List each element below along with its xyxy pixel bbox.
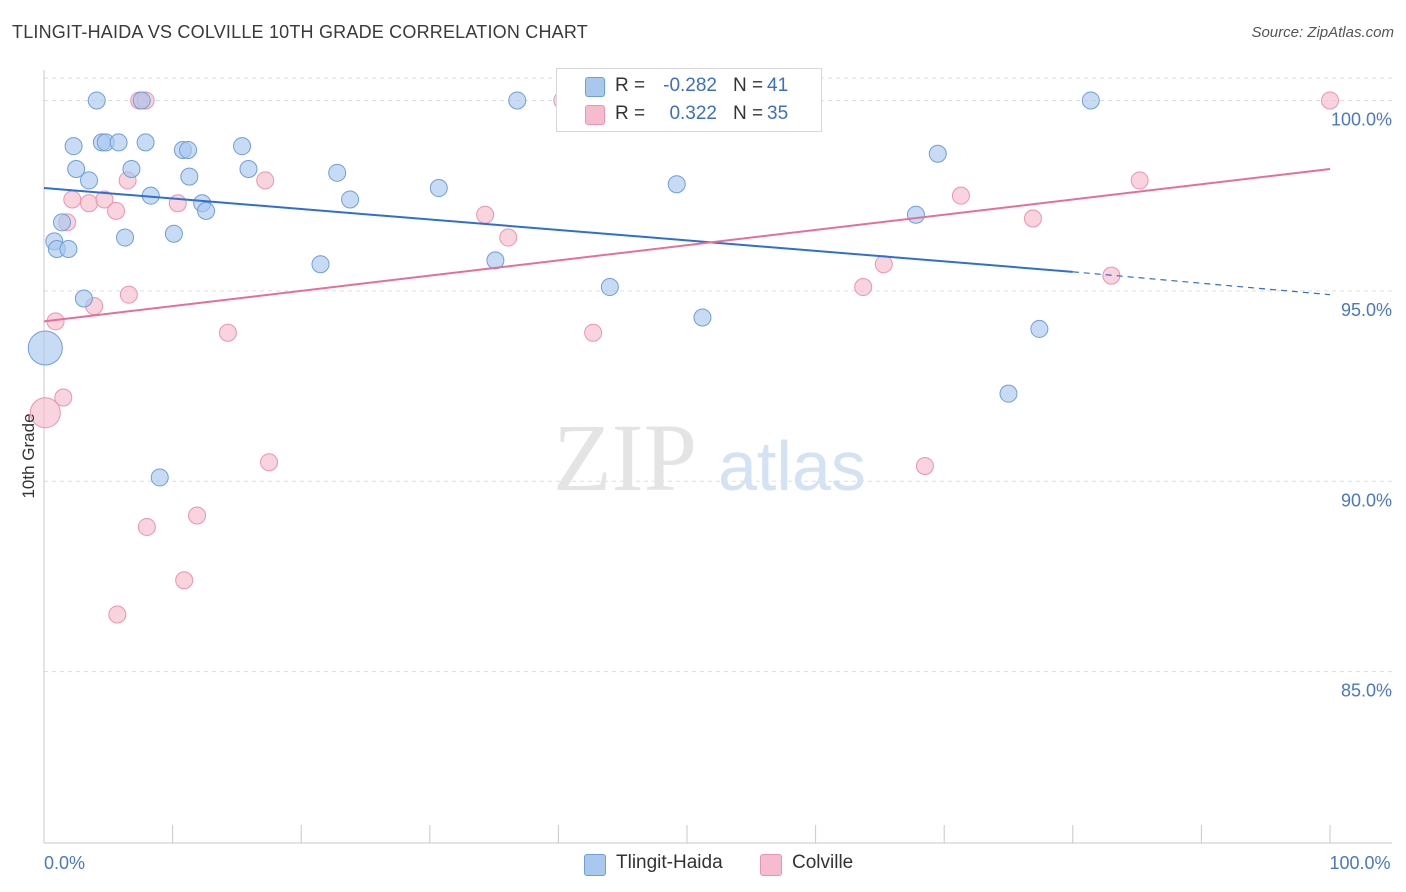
tlingit-haida-point	[64, 137, 83, 156]
tlingit-haida-point	[600, 278, 619, 297]
tlingit-haida-point	[53, 213, 72, 232]
colville-point	[54, 388, 73, 407]
tlingit-haida-point	[999, 384, 1018, 403]
y-tick-label: 95.0%	[1341, 300, 1392, 320]
tlingit-haida-point	[136, 133, 155, 152]
tlingit-haida-point	[233, 137, 252, 156]
tlingit-haida-point	[122, 160, 141, 179]
series-legend: Tlingit-Haida Colville	[0, 852, 1406, 878]
colville-point	[1130, 171, 1149, 190]
chart-title: TLINGIT-HAIDA VS COLVILLE 10TH GRADE COR…	[12, 22, 588, 42]
legend-swatch-tlingit-haida	[584, 854, 606, 876]
colville-point	[119, 285, 138, 304]
colville-point	[256, 171, 275, 190]
tlingit-haida-point	[928, 144, 947, 163]
legend-r-label: R =	[615, 75, 646, 96]
colville-point	[499, 228, 518, 247]
legend-label-tlingit-haida: Tlingit-Haida	[616, 852, 723, 873]
tlingit-haida-point	[311, 255, 330, 274]
legend-r-value: -0.282	[663, 75, 717, 96]
colville-trend-line	[43, 168, 1331, 323]
trend-lines	[43, 168, 1331, 323]
tlingit-haida-point	[116, 228, 135, 247]
legend-r-value: 0.322	[669, 103, 717, 124]
colville-point	[951, 186, 970, 205]
tlingit-haida-point	[179, 140, 198, 159]
tlingit-haida-point	[132, 91, 151, 110]
colville-point	[915, 457, 934, 476]
tlingit-haida-trend-line	[43, 187, 1073, 273]
tlingit-haida-point	[87, 91, 106, 110]
tlingit-haida-point	[67, 160, 86, 179]
y-tick-label: 90.0%	[1341, 490, 1392, 510]
colville-point	[137, 517, 156, 536]
colville-point	[80, 194, 99, 213]
tlingit-haida-point	[27, 330, 63, 366]
tlingit-haida-point	[429, 179, 448, 198]
colville-points	[29, 91, 1339, 624]
colville-point	[1321, 91, 1339, 110]
tlingit-haida-point	[109, 133, 128, 152]
colville-point	[476, 205, 495, 224]
colville-point	[175, 571, 194, 590]
colville-point	[1023, 209, 1042, 228]
legend-swatch-colville	[760, 854, 782, 876]
tlingit-haida-point	[150, 468, 169, 487]
source-label: Source: ZipAtlas.com	[1251, 24, 1394, 41]
x-tick-label: 100.0%	[1329, 853, 1390, 873]
colville-point	[260, 453, 279, 472]
legend-r-label: R =	[615, 103, 646, 124]
colville-point	[29, 397, 61, 429]
colville-point	[854, 278, 873, 297]
colville-point	[107, 201, 126, 220]
tlingit-haida-point	[693, 308, 712, 327]
legend-n-value: 41	[767, 75, 789, 96]
legend-swatch-tlingit-haida	[585, 77, 605, 97]
tlingit-haida-point	[486, 251, 505, 270]
tlingit-haida-point	[74, 289, 93, 308]
colville-point	[108, 605, 127, 624]
tlingit-haida-point	[1081, 91, 1100, 110]
tlingit-haida-point	[164, 224, 183, 243]
watermark-zip: ZIP	[553, 404, 697, 511]
tlingit-haida-point	[508, 91, 527, 110]
legend-swatch-colville	[585, 105, 605, 125]
colville-point	[188, 506, 207, 525]
tlingit-haida-point	[180, 167, 199, 186]
watermark: ZIP atlas	[553, 404, 866, 511]
legend-row-colville: R = 0.322 N = 35	[557, 101, 821, 129]
tlingit-haida-point	[59, 239, 78, 258]
legend-label-colville: Colville	[792, 852, 854, 873]
tlingit-haida-point	[197, 201, 216, 220]
tlingit-haida-point	[239, 160, 258, 179]
x-tick-label: 0.0%	[44, 853, 85, 873]
legend-n-label: N =	[733, 75, 764, 96]
y-tick-label: 85.0%	[1341, 681, 1392, 701]
tlingit-haida-point	[1030, 319, 1049, 338]
y-tick-label: 100.0%	[1331, 109, 1392, 129]
tick-labels: 85.0% 90.0% 95.0% 100.0% 0.0% 100.0%	[44, 109, 1392, 873]
legend-n-value: 35	[767, 103, 789, 124]
y-axis-label: 10th Grade	[19, 413, 38, 498]
colville-point	[63, 190, 82, 209]
tlingit-haida-point	[341, 190, 360, 209]
legend-row-tlingit-haida: R = -0.282 N = 41	[557, 73, 821, 101]
tlingit-haida-point	[328, 163, 347, 182]
colville-point	[584, 323, 603, 342]
watermark-atlas: atlas	[718, 427, 866, 505]
axes	[43, 70, 1392, 844]
tlingit-haida-point	[667, 175, 686, 194]
colville-point	[218, 323, 237, 342]
colville-point	[95, 190, 114, 209]
stats-legend: R = -0.282 N = 41 R = 0.322 N = 35	[556, 68, 822, 132]
colville-point	[874, 255, 893, 274]
tlingit-haida-points	[27, 91, 1100, 487]
colville-point	[168, 194, 187, 213]
tlingit-haida-point	[906, 205, 925, 224]
legend-n-label: N =	[733, 103, 764, 124]
tlingit-haida-point	[80, 171, 99, 190]
